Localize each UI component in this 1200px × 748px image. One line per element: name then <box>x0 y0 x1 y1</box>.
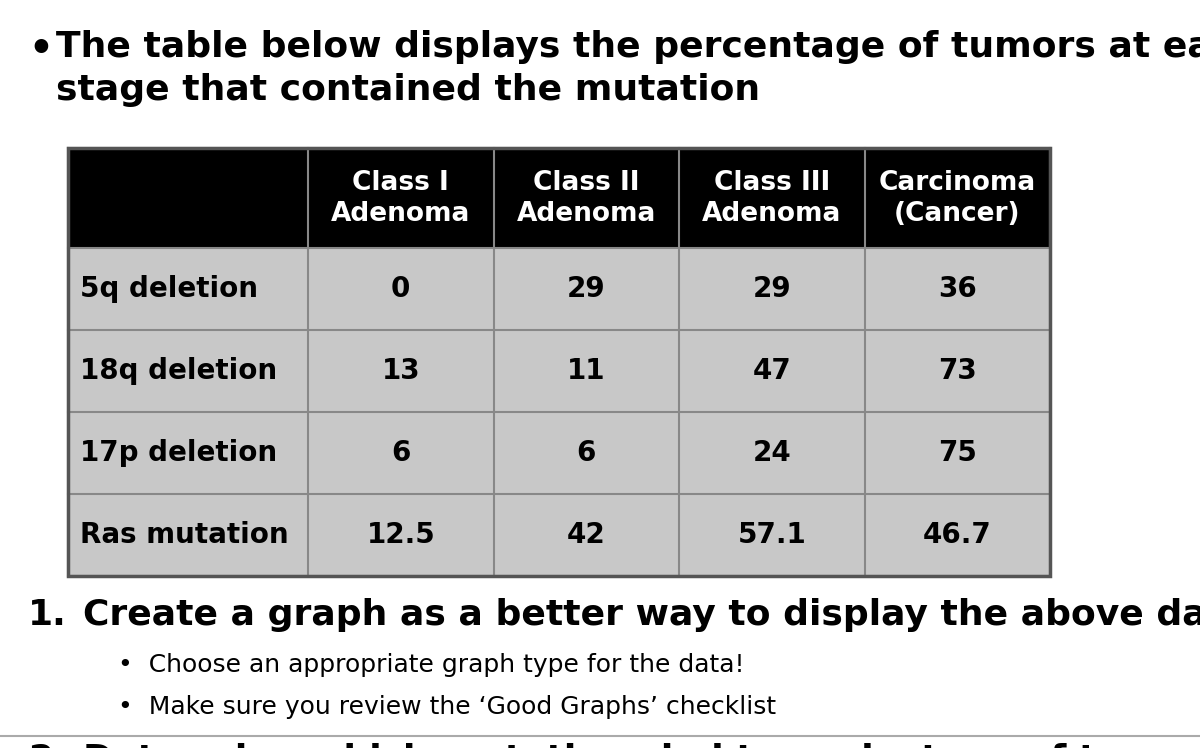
Bar <box>68 494 1050 576</box>
Text: 1.: 1. <box>28 598 67 632</box>
Text: 47: 47 <box>752 357 791 385</box>
Text: Ras mutation: Ras mutation <box>80 521 289 549</box>
Text: 2.: 2. <box>28 743 67 748</box>
Bar <box>68 412 1050 494</box>
Text: 29: 29 <box>566 275 606 303</box>
Text: 13: 13 <box>382 357 420 385</box>
Text: Determine which mutations led to each stage of tumorigenesis: Determine which mutations led to each st… <box>83 743 1200 748</box>
Bar <box>68 148 1050 576</box>
Text: 75: 75 <box>938 439 977 467</box>
Text: 24: 24 <box>752 439 791 467</box>
Text: 17p deletion: 17p deletion <box>80 439 277 467</box>
Text: •  Make sure you review the ‘Good Graphs’ checklist: • Make sure you review the ‘Good Graphs’… <box>118 695 776 719</box>
Text: 18q deletion: 18q deletion <box>80 357 277 385</box>
Text: 11: 11 <box>568 357 606 385</box>
Text: 73: 73 <box>938 357 977 385</box>
Text: 6: 6 <box>391 439 410 467</box>
Bar <box>68 248 1050 330</box>
Text: 0: 0 <box>391 275 410 303</box>
Text: 57.1: 57.1 <box>737 521 806 549</box>
Text: Class I
Adenoma: Class I Adenoma <box>331 170 470 227</box>
Text: •: • <box>28 30 53 68</box>
Text: 29: 29 <box>752 275 791 303</box>
Bar <box>68 148 1050 248</box>
Text: 46.7: 46.7 <box>923 521 991 549</box>
Text: 42: 42 <box>566 521 606 549</box>
Text: The table below displays the percentage of tumors at each
stage that contained t: The table below displays the percentage … <box>56 30 1200 108</box>
Text: Carcinoma
(Cancer): Carcinoma (Cancer) <box>878 170 1036 227</box>
Text: 6: 6 <box>576 439 596 467</box>
Text: Class III
Adenoma: Class III Adenoma <box>702 170 841 227</box>
Text: 5q deletion: 5q deletion <box>80 275 258 303</box>
Text: Create a graph as a better way to display the above data: Create a graph as a better way to displa… <box>83 598 1200 632</box>
Text: Class II
Adenoma: Class II Adenoma <box>516 170 656 227</box>
Text: •  Choose an appropriate graph type for the data!: • Choose an appropriate graph type for t… <box>118 653 744 677</box>
Text: 12.5: 12.5 <box>366 521 436 549</box>
Bar <box>68 330 1050 412</box>
Text: 36: 36 <box>938 275 977 303</box>
